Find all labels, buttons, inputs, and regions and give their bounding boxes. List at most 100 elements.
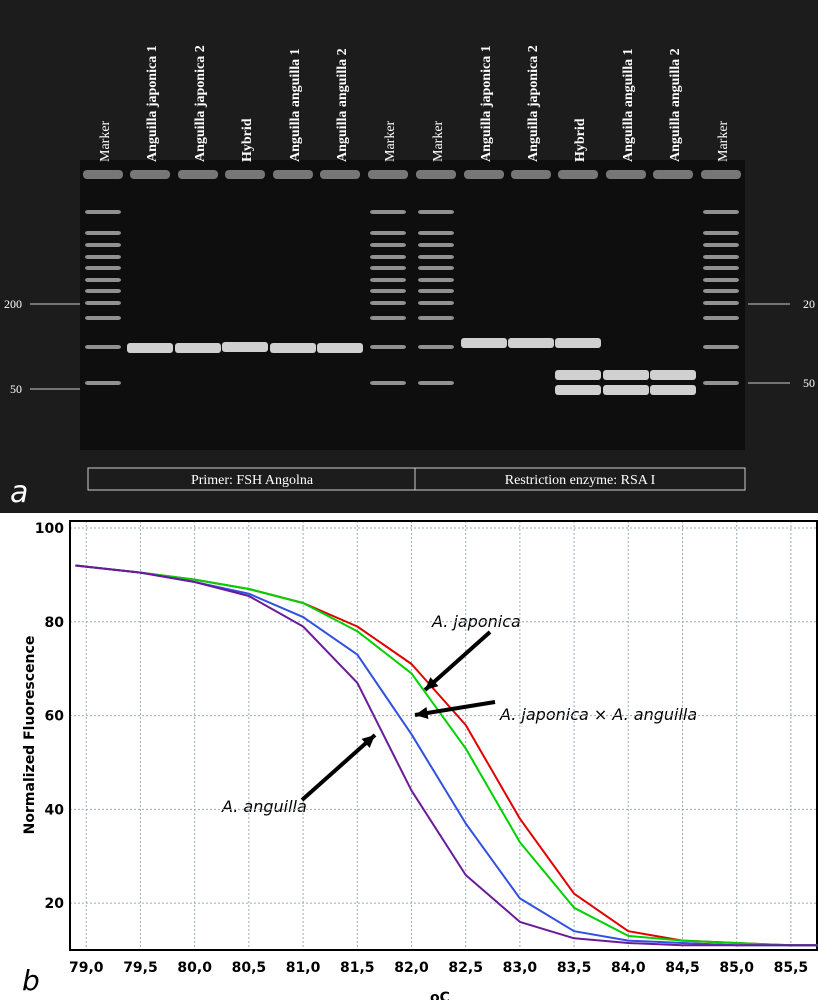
band bbox=[370, 381, 406, 385]
x-tick-label: 83,0 bbox=[503, 960, 538, 976]
lane-label: Hybrid bbox=[240, 118, 255, 162]
band bbox=[85, 301, 121, 305]
y-axis-label: Normalized Fluorescence bbox=[22, 636, 38, 835]
band bbox=[418, 316, 454, 320]
band bbox=[508, 338, 554, 348]
band bbox=[85, 278, 121, 282]
band bbox=[703, 231, 739, 235]
gel-left bbox=[80, 160, 415, 450]
arrow-line bbox=[300, 733, 377, 802]
band bbox=[270, 343, 316, 353]
x-tick-label: 84,0 bbox=[611, 960, 646, 976]
band bbox=[85, 231, 121, 235]
well bbox=[701, 170, 741, 179]
well bbox=[178, 170, 218, 179]
band bbox=[418, 289, 454, 293]
band bbox=[85, 289, 121, 293]
lane-label: Anguilla japonica 2 bbox=[526, 45, 541, 162]
lane-label: Anguilla anguilla 1 bbox=[621, 48, 636, 162]
arrow-head bbox=[361, 735, 375, 748]
x-tick-label: 80,5 bbox=[232, 960, 267, 976]
y-tick-label: 20 bbox=[45, 896, 65, 912]
band bbox=[555, 338, 601, 348]
band bbox=[703, 345, 739, 349]
band bbox=[85, 210, 121, 214]
band bbox=[85, 345, 121, 349]
band bbox=[703, 255, 739, 259]
band bbox=[555, 385, 601, 395]
band bbox=[461, 338, 507, 348]
y-tick-label: 100 bbox=[35, 521, 64, 537]
band bbox=[418, 345, 454, 349]
band bbox=[418, 301, 454, 305]
arrow-head bbox=[415, 706, 429, 719]
band bbox=[703, 289, 739, 293]
lane-label: Anguilla japonica 1 bbox=[479, 45, 494, 162]
well bbox=[416, 170, 456, 179]
annotation: A. japonica × A. anguilla bbox=[499, 705, 697, 724]
size-label: 20 bbox=[803, 297, 815, 311]
band bbox=[370, 316, 406, 320]
band bbox=[703, 278, 739, 282]
x-tick-label: 85,5 bbox=[774, 960, 809, 976]
x-tick-label: 83,5 bbox=[557, 960, 592, 976]
well bbox=[653, 170, 693, 179]
well bbox=[368, 170, 408, 179]
y-tick-label: 40 bbox=[45, 802, 65, 818]
lane-label: Anguilla anguilla 2 bbox=[668, 48, 683, 162]
well bbox=[225, 170, 265, 179]
lane-label: Marker bbox=[431, 120, 446, 162]
gel-panel: Primer: FSH Angolna Restriction enzyme: … bbox=[0, 0, 818, 513]
panel-label: a bbox=[10, 475, 28, 510]
x-tick-label: 84,5 bbox=[665, 960, 700, 976]
band bbox=[370, 231, 406, 235]
size-label: 50 bbox=[803, 376, 815, 390]
band bbox=[418, 231, 454, 235]
band bbox=[127, 343, 173, 353]
arrow-line bbox=[414, 700, 496, 717]
lane-label: Marker bbox=[716, 120, 731, 162]
y-tick-label: 60 bbox=[45, 709, 65, 725]
lane-label: Marker bbox=[98, 120, 113, 162]
x-tick-label: 81,0 bbox=[286, 960, 321, 976]
well bbox=[606, 170, 646, 179]
band bbox=[650, 370, 696, 380]
band bbox=[418, 381, 454, 385]
panel-label: b bbox=[22, 964, 40, 997]
band bbox=[418, 243, 454, 247]
size-label: 50 bbox=[10, 382, 22, 396]
band bbox=[703, 381, 739, 385]
well bbox=[464, 170, 504, 179]
lane-label: Hybrid bbox=[573, 118, 588, 162]
band bbox=[703, 301, 739, 305]
melt-curve bbox=[75, 564, 818, 947]
band bbox=[370, 289, 406, 293]
band bbox=[175, 343, 221, 353]
x-tick-label: 82,5 bbox=[448, 960, 483, 976]
lane-label: Anguilla japonica 1 bbox=[145, 45, 160, 162]
band bbox=[555, 370, 601, 380]
band bbox=[85, 243, 121, 247]
lane-label: Anguilla anguilla 2 bbox=[335, 48, 350, 162]
band bbox=[703, 210, 739, 214]
band bbox=[370, 345, 406, 349]
band bbox=[85, 255, 121, 259]
band bbox=[370, 255, 406, 259]
band bbox=[370, 266, 406, 270]
well bbox=[558, 170, 598, 179]
well bbox=[273, 170, 313, 179]
band bbox=[222, 342, 268, 352]
x-tick-label: 80,0 bbox=[177, 960, 212, 976]
lane-label: Marker bbox=[383, 120, 398, 162]
box-label: Primer: FSH Angolna bbox=[191, 473, 314, 488]
band bbox=[370, 301, 406, 305]
band bbox=[370, 278, 406, 282]
band bbox=[418, 278, 454, 282]
band bbox=[370, 243, 406, 247]
x-tick-label: 79,5 bbox=[123, 960, 158, 976]
band bbox=[418, 210, 454, 214]
band bbox=[703, 316, 739, 320]
band bbox=[703, 243, 739, 247]
